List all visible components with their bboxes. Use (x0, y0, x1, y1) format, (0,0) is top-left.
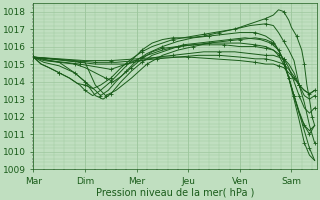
X-axis label: Pression niveau de la mer( hPa ): Pression niveau de la mer( hPa ) (96, 187, 254, 197)
